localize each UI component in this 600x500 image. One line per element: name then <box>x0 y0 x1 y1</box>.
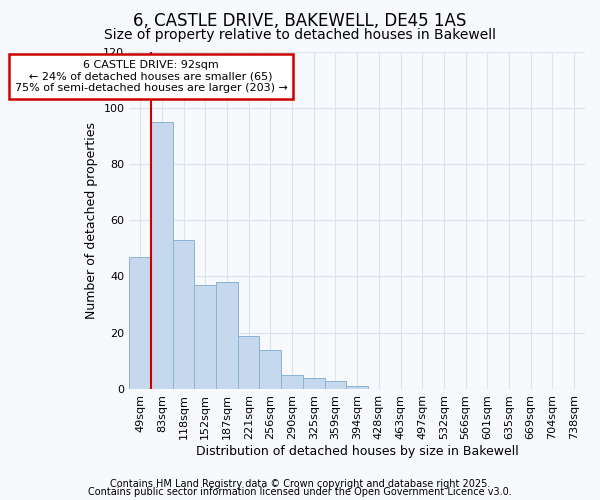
Bar <box>194 285 216 389</box>
Y-axis label: Number of detached properties: Number of detached properties <box>85 122 98 318</box>
Text: Contains public sector information licensed under the Open Government Licence v3: Contains public sector information licen… <box>88 487 512 497</box>
Bar <box>346 386 368 389</box>
Bar <box>238 336 259 389</box>
Bar <box>151 122 173 389</box>
Bar <box>216 282 238 389</box>
X-axis label: Distribution of detached houses by size in Bakewell: Distribution of detached houses by size … <box>196 444 518 458</box>
Bar <box>259 350 281 389</box>
Bar <box>173 240 194 389</box>
Bar <box>281 375 303 389</box>
Text: 6 CASTLE DRIVE: 92sqm
← 24% of detached houses are smaller (65)
75% of semi-deta: 6 CASTLE DRIVE: 92sqm ← 24% of detached … <box>14 60 287 93</box>
Bar <box>129 257 151 389</box>
Text: Size of property relative to detached houses in Bakewell: Size of property relative to detached ho… <box>104 28 496 42</box>
Text: 6, CASTLE DRIVE, BAKEWELL, DE45 1AS: 6, CASTLE DRIVE, BAKEWELL, DE45 1AS <box>133 12 467 30</box>
Bar <box>325 380 346 389</box>
Text: Contains HM Land Registry data © Crown copyright and database right 2025.: Contains HM Land Registry data © Crown c… <box>110 479 490 489</box>
Bar <box>303 378 325 389</box>
